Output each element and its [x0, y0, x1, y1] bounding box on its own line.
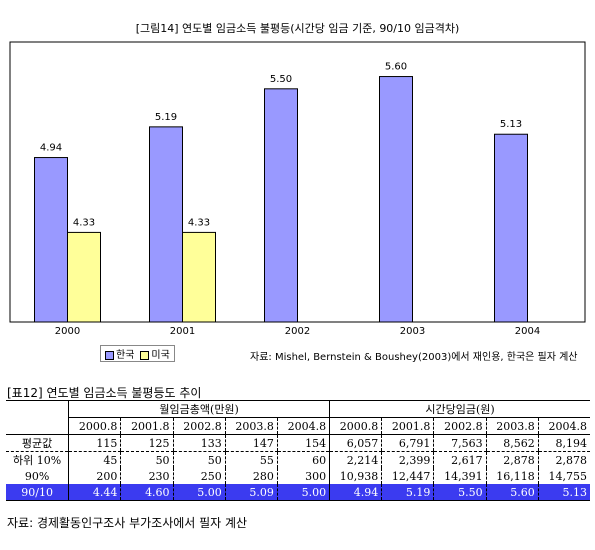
x-tick-label: 2002 [285, 326, 310, 337]
data-label: 4.94 [40, 143, 62, 154]
table-cell: 14,391 [433, 468, 487, 484]
data-label: 4.33 [73, 217, 95, 228]
period-cell: 2000.8 [68, 417, 121, 435]
table-cell: 2,399 [381, 451, 434, 468]
period-cell: 2002.8 [172, 417, 226, 435]
table-cell: 6,791 [381, 434, 434, 452]
table-cell: 230 [120, 468, 174, 484]
row-label: 평균값 [6, 434, 69, 452]
table-group-header-row: 월임금총액(만원) 시간당임금(원) [6, 400, 590, 418]
row-label: 90% [24, 469, 50, 483]
table-cell: 300 [276, 468, 330, 484]
table-corner-2 [6, 417, 69, 435]
legend-label-korea: 한국 [116, 350, 135, 361]
table-source: 자료: 경제활동인구조사 부가조사에서 필자 계산 [7, 516, 248, 530]
table-cell: 5.60 [485, 484, 539, 501]
legend-swatch-usa [140, 350, 150, 360]
legend-swatch-korea [105, 350, 114, 360]
x-tick-label: 2003 [400, 326, 425, 337]
x-tick-label: 2001 [170, 326, 195, 337]
group-header-hourly: 시간당임금(원) [329, 400, 590, 418]
table-cell: 12,447 [381, 468, 434, 484]
table-cell: 154 [276, 434, 330, 452]
period-cell: 2000.8 [329, 417, 382, 435]
table-cell: 55 [224, 451, 278, 468]
table-cell: 5.19 [381, 484, 434, 501]
table-cell: 2,214 [329, 451, 382, 468]
table-cell: 5.13 [537, 484, 590, 501]
table-cell: 4.60 [120, 484, 174, 501]
wage-table: 월임금총액(만원) 시간당임금(원) 2000.8 2001.8 2002.8 … [6, 400, 590, 501]
bar-한국-2004 [494, 133, 528, 323]
row-label: 90/10 [6, 484, 69, 501]
table-cell: 5.00 [172, 484, 226, 501]
table-cell: 5.09 [224, 484, 278, 501]
bar-미국-2000 [67, 231, 101, 323]
table-cell: 115 [68, 434, 121, 452]
table-cell: 250 [172, 468, 226, 484]
table-corner [6, 400, 69, 418]
table-cell: 200 [68, 468, 121, 484]
x-tick-label: 2004 [515, 326, 540, 337]
chart-source: 자료: Mishel, Bernstein & Boushey(2003)에서 … [250, 352, 578, 363]
table-cell: 4.44 [68, 484, 121, 501]
table-cell: 7,563 [433, 434, 487, 452]
period-cell: 2001.8 [381, 417, 434, 435]
table-cell: 2,878 [485, 451, 539, 468]
table-cell: 60 [276, 451, 330, 468]
table-row-p10: 하위 10% 45 50 50 55 60 2,214 2,399 2,617 … [6, 451, 590, 468]
table-cell: 125 [120, 434, 174, 452]
table-cell: 50 [172, 451, 226, 468]
legend-label-usa: 미국 [151, 350, 170, 361]
group-header-monthly: 월임금총액(만원) [68, 400, 330, 418]
x-tick-label: 2000 [55, 326, 80, 337]
table-row-p90: 90% 200 230 250 280 300 10,938 12,447 14… [6, 468, 590, 484]
data-label: 5.60 [385, 62, 407, 73]
table-cell: 2,617 [433, 451, 487, 468]
bar-한국-2002 [264, 88, 298, 323]
data-label: 5.50 [270, 74, 292, 85]
bar-한국-2000 [34, 157, 68, 323]
table-cell: 280 [224, 468, 278, 484]
legend: 한국 미국 [100, 345, 175, 362]
bar-한국-2001 [149, 126, 183, 323]
bar-미국-2001 [182, 231, 216, 323]
period-cell: 2003.8 [485, 417, 539, 435]
period-cell: 2001.8 [120, 417, 174, 435]
period-cell: 2004.8 [276, 417, 330, 435]
table-cell: 8,194 [537, 434, 590, 452]
period-cell: 2003.8 [224, 417, 278, 435]
data-label: 4.33 [188, 217, 210, 228]
table-cell: 14,755 [537, 468, 590, 484]
table-title: [표12] 연도별 임금소득 불평등도 추이 [7, 386, 202, 400]
table-cell: 5.00 [276, 484, 330, 501]
table-cell: 133 [172, 434, 226, 452]
period-cell: 2002.8 [433, 417, 487, 435]
row-label: 하위 10% [13, 454, 62, 467]
data-label: 5.19 [155, 112, 177, 123]
data-label: 5.13 [500, 119, 522, 130]
table-cell: 16,118 [485, 468, 539, 484]
table-cell: 8,562 [485, 434, 539, 452]
table-cell: 45 [68, 451, 121, 468]
table-cell: 4.94 [329, 484, 382, 501]
table-cell: 6,057 [329, 434, 382, 452]
table-cell: 5.50 [433, 484, 487, 501]
table-row-ratio: 90/10 4.44 4.60 5.00 5.09 5.00 4.94 5.19… [6, 484, 590, 501]
table-row-mean: 평균값 115 125 133 147 154 6,057 6,791 7,56… [6, 434, 590, 452]
table-cell: 50 [120, 451, 174, 468]
table-cell: 147 [224, 434, 278, 452]
period-cell: 2004.8 [537, 417, 590, 435]
legend-item-korea: 한국 [105, 346, 134, 361]
legend-item-usa: 미국 [140, 346, 170, 361]
bar-chart: 4.94 5.19 5.50 5.60 5.13 4.33 4.33 2000 2001 200… [9, 41, 586, 337]
bar-한국-2003 [379, 76, 413, 323]
table-cell: 2,878 [537, 451, 590, 468]
figure-title: [그림14] 연도별 임금소득 불평등(시간당 임금 기준, 90/10 임금격… [135, 22, 460, 35]
table-cell: 10,938 [329, 468, 382, 484]
table-period-row: 2000.8 2001.8 2002.8 2003.8 2004.8 2000.… [6, 417, 590, 435]
